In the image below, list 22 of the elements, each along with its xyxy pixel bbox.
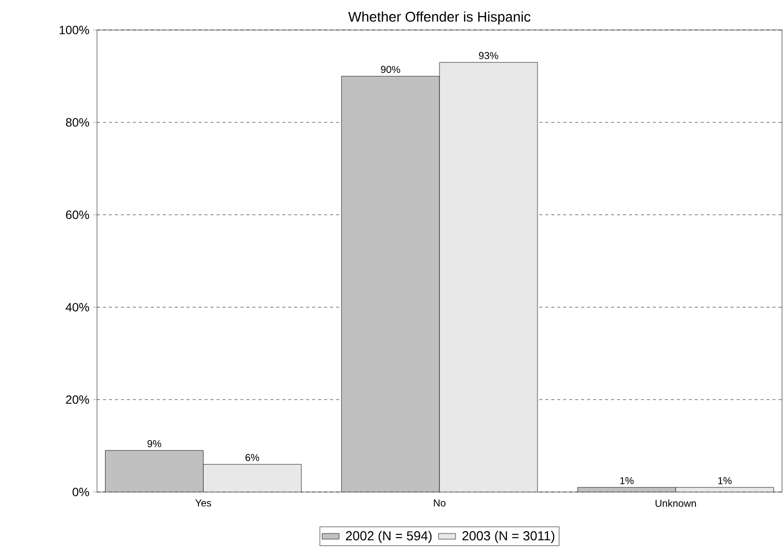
data-label: 9% [148,440,162,448]
data-label: 93% [478,52,498,60]
y-tick-label: 40% [66,302,90,312]
bar [341,76,440,492]
x-tick-label: No [434,500,446,506]
legend-label: 2002 (N = 594) [346,530,432,543]
y-tick-label: 100% [60,26,90,34]
x-tick-label: Yes [195,500,212,506]
data-label: 90% [380,66,400,73]
chart-title: Whether Offender is Hispanic [348,11,530,24]
bar [105,450,204,492]
data-label: 1% [718,477,732,484]
legend-label: 2003 (N = 3011) [462,530,554,543]
y-tick-label: 80% [66,118,90,127]
y-tick-label: 20% [66,395,90,404]
data-label: 6% [246,454,260,462]
bar [439,62,538,492]
data-label: 1% [620,477,634,484]
y-tick-label: 0% [72,488,90,496]
y-tick-label: 60% [66,210,90,220]
x-tick-label: Unknown [656,500,696,507]
bar [203,464,302,492]
